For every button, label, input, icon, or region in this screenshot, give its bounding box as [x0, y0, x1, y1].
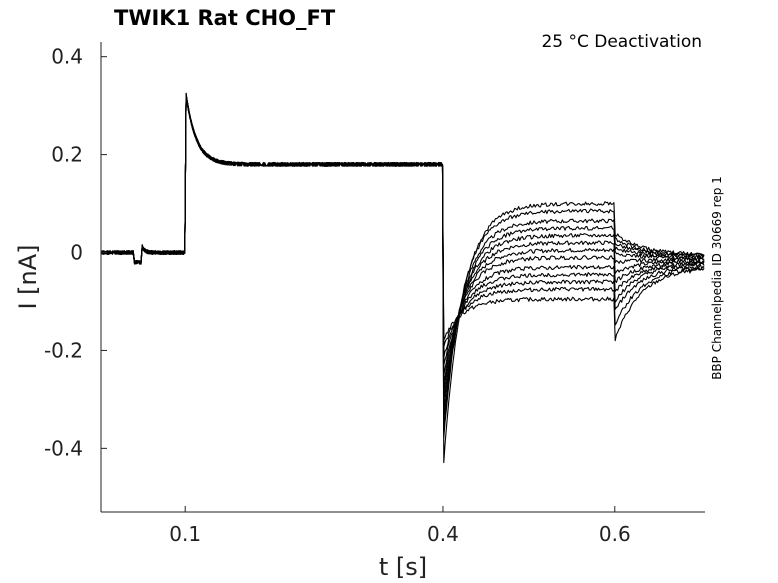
current-trace [100, 95, 705, 432]
y-tick-label: 0.4 [51, 45, 83, 69]
y-axis-ticks: 0.4 0.2 0 -0.2 -0.4 [44, 45, 107, 460]
current-trace [100, 94, 705, 420]
y-tick-label: -0.4 [44, 436, 83, 460]
y-tick-label: 0 [70, 241, 83, 265]
current-trace [100, 93, 705, 439]
x-tick-label: 0.1 [169, 522, 201, 546]
x-tick-label: 0.4 [427, 522, 459, 546]
chart-title: TWIK1 Rat CHO_FT [114, 6, 336, 30]
y-axis-label: I [nA] [14, 244, 42, 309]
plot-area [100, 92, 705, 464]
current-trace [100, 95, 705, 402]
x-axis-ticks: 0.1 0.4 0.6 [169, 506, 631, 546]
current-trace [100, 92, 705, 359]
y-tick-label: -0.2 [44, 338, 83, 362]
chart-annotation: 25 °C Deactivation [541, 32, 702, 52]
current-trace [100, 93, 705, 342]
side-label: BBP Channelpedia ID 30669 rep 1 [710, 176, 724, 380]
x-axis-label: t [s] [379, 553, 427, 581]
current-trace [100, 95, 705, 348]
y-tick-label: 0.2 [51, 143, 83, 167]
x-tick-label: 0.6 [599, 522, 631, 546]
